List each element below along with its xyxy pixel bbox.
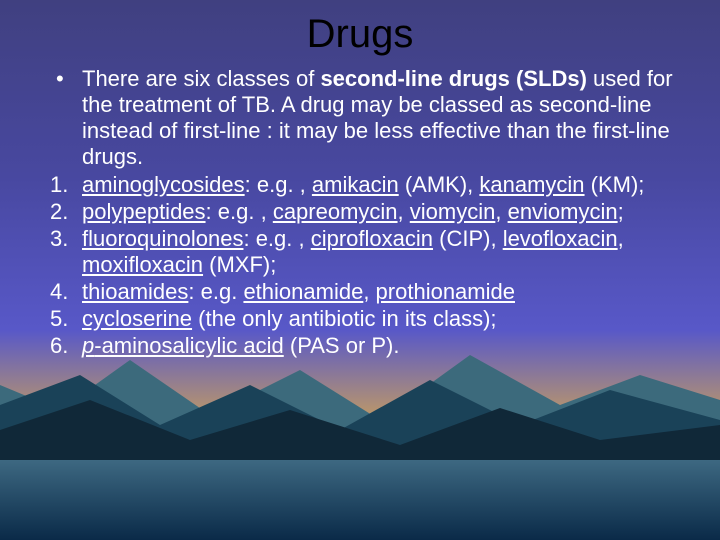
link-viomycin[interactable]: viomycin (410, 199, 496, 224)
link-capreomycin[interactable]: capreomycin (273, 199, 398, 224)
link-fluoroquinolones[interactable]: fluoroquinolones (82, 226, 243, 251)
link-p-aminosalicylic-acid[interactable]: p-aminosalicylic acid (82, 333, 284, 358)
list-item-4: 4. thioamides: e.g. ethionamide, prothio… (50, 279, 680, 305)
link-kanamycin[interactable]: kanamycin (479, 172, 584, 197)
link-ethionamide[interactable]: ethionamide (243, 279, 363, 304)
item-text: thioamides: e.g. ethionamide, prothionam… (82, 279, 680, 305)
link-ciprofloxacin[interactable]: ciprofloxacin (311, 226, 433, 251)
item-number: 1. (50, 172, 82, 198)
list-item-5: 5. cycloserine (the only antibiotic in i… (50, 306, 680, 332)
link-moxifloxacin[interactable]: moxifloxacin (82, 252, 203, 277)
item-text: aminoglycosides: e.g. , amikacin (AMK), … (82, 172, 680, 198)
item-text: fluoroquinolones: e.g. , ciprofloxacin (… (82, 226, 680, 278)
item-text: cycloserine (the only antibiotic in its … (82, 306, 680, 332)
list-item-1: 1. aminoglycosides: e.g. , amikacin (AMK… (50, 172, 680, 198)
item-number: 6. (50, 333, 82, 359)
intro-pre: There are six classes of (82, 66, 320, 91)
sea-background (0, 440, 720, 540)
item-number: 5. (50, 306, 82, 332)
link-cycloserine[interactable]: cycloserine (82, 306, 192, 331)
slide-body: • There are six classes of second-line d… (50, 66, 680, 359)
link-thioamides[interactable]: thioamides (82, 279, 188, 304)
intro-bullet: • There are six classes of second-line d… (50, 66, 680, 170)
item-number: 3. (50, 226, 82, 278)
link-levofloxacin[interactable]: levofloxacin (503, 226, 618, 251)
link-prothionamide[interactable]: prothionamide (376, 279, 515, 304)
item-text: p-aminosalicylic acid (PAS or P). (82, 333, 680, 359)
bullet-marker: • (50, 66, 82, 170)
link-enviomycin[interactable]: enviomycin (508, 199, 618, 224)
intro-bold: second-line drugs (SLDs) (320, 66, 586, 91)
link-aminoglycosides[interactable]: aminoglycosides (82, 172, 245, 197)
list-item-6: 6. p-aminosalicylic acid (PAS or P). (50, 333, 680, 359)
item-text: polypeptides: e.g. , capreomycin, viomyc… (82, 199, 680, 225)
link-polypeptides[interactable]: polypeptides (82, 199, 206, 224)
item-number: 2. (50, 199, 82, 225)
list-item-2: 2. polypeptides: e.g. , capreomycin, vio… (50, 199, 680, 225)
intro-text: There are six classes of second-line dru… (82, 66, 680, 170)
slide: Drugs • There are six classes of second-… (0, 0, 720, 540)
list-item-3: 3. fluoroquinolones: e.g. , ciprofloxaci… (50, 226, 680, 278)
item-number: 4. (50, 279, 82, 305)
slide-title: Drugs (0, 12, 720, 57)
link-amikacin[interactable]: amikacin (312, 172, 399, 197)
